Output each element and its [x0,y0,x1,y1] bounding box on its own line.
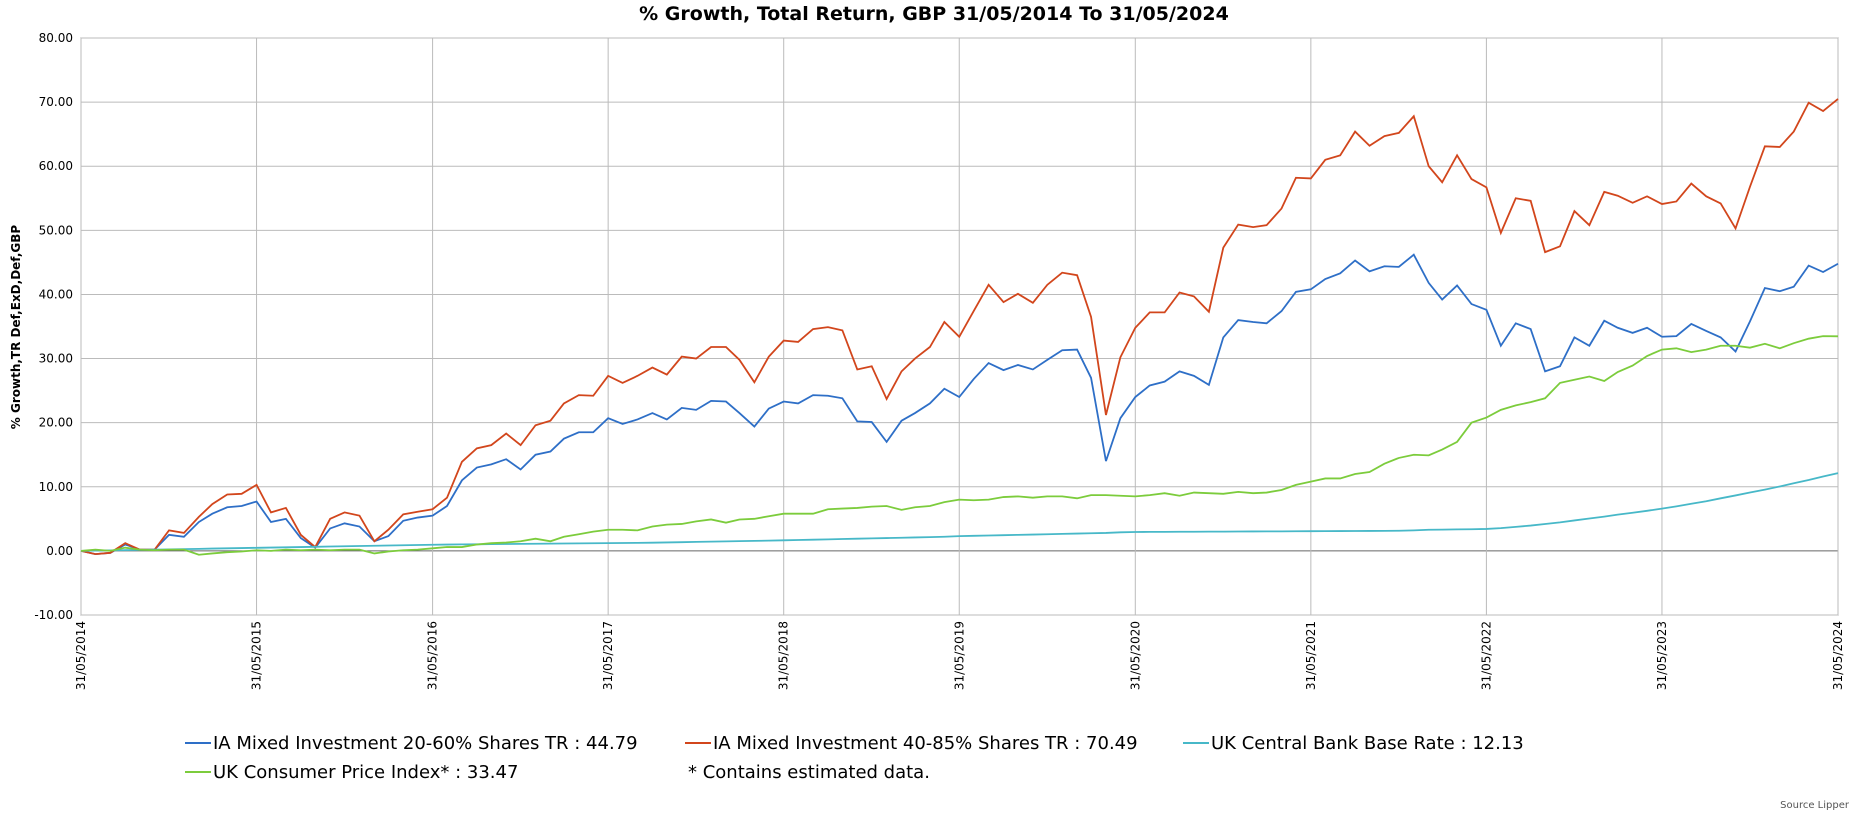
y-tick-label: 10.00 [39,480,73,494]
legend-label: IA Mixed Investment 40-85% Shares TR : 7… [713,733,1138,754]
y-tick-label: 30.00 [39,352,73,366]
y-tick-label: 0.00 [46,544,73,558]
x-tick-label: 31/05/2016 [426,621,440,690]
y-tick-label: 50.00 [39,223,73,237]
x-tick-label: 31/05/2021 [1304,621,1318,690]
chart-title: % Growth, Total Return, GBP 31/05/2014 T… [639,3,1229,25]
y-tick-label: 60.00 [39,159,73,173]
y-axis-label: % Growth,TR Def,ExD,Def,GBP [9,225,23,430]
x-tick-label: 31/05/2017 [601,621,615,690]
x-tick-label: 31/05/2015 [250,621,264,690]
y-tick-label: -10.00 [34,608,73,622]
legend-label: IA Mixed Investment 20-60% Shares TR : 4… [213,733,638,754]
y-tick-label: 40.00 [39,287,73,301]
y-tick-label: 80.00 [39,31,73,45]
legend-label: UK Central Bank Base Rate : 12.13 [1211,733,1524,754]
x-tick-label: 31/05/2019 [952,621,966,690]
series-line [80,335,1839,556]
x-tick-label: 31/05/2014 [74,621,88,690]
x-tick-label: 31/05/2018 [777,621,791,690]
x-tick-label: 31/05/2022 [1479,621,1493,690]
y-tick-label: 70.00 [39,95,73,109]
series-line [80,98,1839,555]
x-tick-label: 31/05/2020 [1128,621,1142,690]
x-tick-label: 31/05/2023 [1655,621,1669,690]
x-tick-label: 31/05/2024 [1831,621,1845,690]
series-line [80,472,1839,552]
y-tick-label: 20.00 [39,416,73,430]
note: * Contains estimated data. [688,762,930,783]
legend-label: UK Consumer Price Index* : 33.47 [213,762,518,783]
source: Source Lipper [1780,800,1850,811]
